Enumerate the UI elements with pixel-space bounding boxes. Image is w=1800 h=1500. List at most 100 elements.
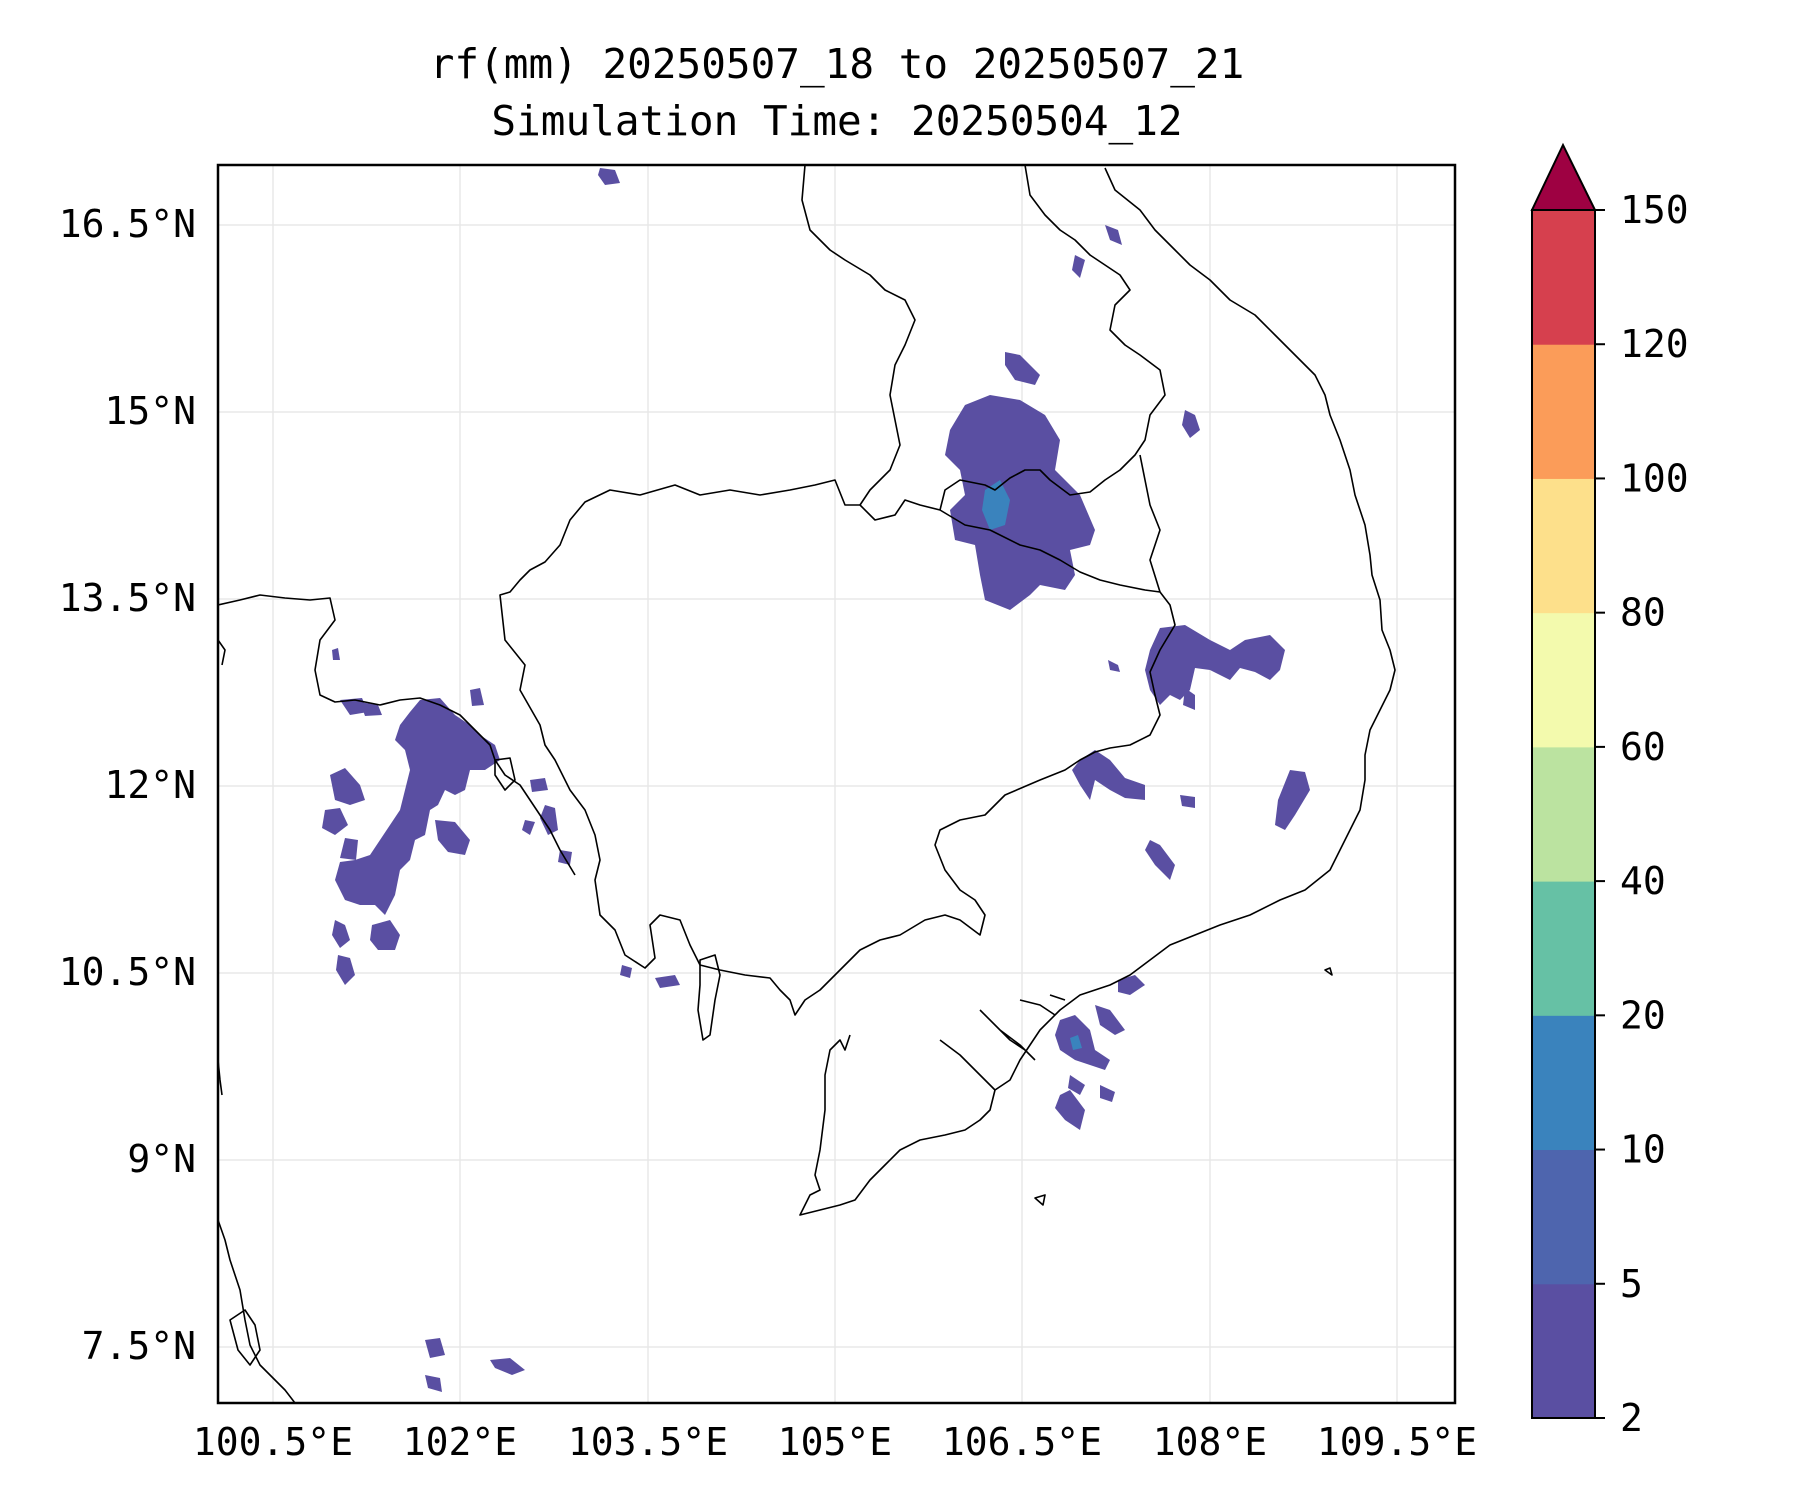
rain-area	[540, 805, 558, 835]
rain-area	[1072, 255, 1085, 278]
colorbar-segments	[1532, 210, 1595, 1419]
rain-area	[330, 768, 365, 805]
rain-area	[945, 395, 1095, 610]
lat-tick-label: 13.5°N	[59, 576, 196, 620]
colorbar-labels: 2 5 10 20 40 60 80 100 120 150	[1595, 188, 1689, 1440]
colorbar-segment	[1532, 1283, 1595, 1419]
rain-area	[1183, 688, 1195, 710]
colorbar-tick-label: 20	[1620, 993, 1666, 1037]
colorbar-tick-label: 2	[1620, 1396, 1643, 1440]
colorbar-segment	[1532, 746, 1595, 882]
colorbar-segment	[1532, 612, 1595, 748]
rain-area	[530, 778, 548, 792]
colorbar-segment	[1532, 210, 1595, 345]
border-laos-vietnam	[939, 165, 1166, 511]
lon-tick-label: 105°E	[778, 1420, 892, 1464]
rain-area	[336, 955, 355, 985]
rain-area	[1072, 750, 1145, 800]
title-line-1: rf(mm) 20250507_18 to 20250507_21	[430, 40, 1245, 88]
rain-area	[340, 838, 358, 860]
lat-tick-label: 15°N	[104, 389, 196, 433]
rain-area	[1145, 840, 1175, 880]
lon-tick-label: 100.5°E	[193, 1420, 353, 1464]
rainfall-contours	[322, 168, 1310, 1392]
border-laos-thailand	[801, 165, 916, 506]
colorbar-tick-label: 150	[1620, 188, 1689, 232]
colorbar-tick-label: 10	[1620, 1128, 1666, 1172]
rain-area	[332, 648, 340, 660]
colorbar-extend-arrow	[1530, 142, 1597, 211]
island	[494, 757, 516, 791]
island	[697, 954, 721, 1041]
rain-area	[370, 920, 400, 950]
mekong-delta	[939, 994, 1066, 1091]
island	[229, 1309, 261, 1366]
rain-area-moderate	[982, 480, 1010, 530]
colorbar-segment	[1532, 1149, 1595, 1285]
colorbar-tick-label: 80	[1620, 591, 1666, 635]
lat-tick-label: 16.5°N	[59, 202, 196, 246]
lon-tick-label: 102°E	[403, 1420, 517, 1464]
lat-tick-label: 10.5°N	[59, 950, 196, 994]
rain-area	[1145, 625, 1285, 705]
colorbar-segment	[1532, 1015, 1595, 1151]
colorbar-segment	[1532, 881, 1595, 1016]
lat-tick-label: 7.5°N	[82, 1324, 196, 1368]
colorbar-tick-label: 5	[1620, 1262, 1643, 1306]
coastline-peninsula	[218, 1219, 296, 1403]
rain-area	[1275, 770, 1310, 830]
colorbar-tick-label: 100	[1620, 456, 1689, 500]
colorbar-segment	[1532, 344, 1595, 479]
map-panel	[216, 163, 1457, 1405]
lon-tick-label: 106.5°E	[942, 1420, 1102, 1464]
rain-area	[425, 1338, 445, 1358]
colorbar-tick-label: 60	[1620, 725, 1666, 769]
rain-area	[425, 1375, 442, 1392]
border-vietnam-interior	[1139, 454, 1161, 593]
rain-area	[522, 820, 535, 835]
rain-area	[1068, 1075, 1085, 1095]
colorbar-tick-label: 40	[1620, 859, 1666, 903]
rain-area	[360, 702, 382, 716]
rain-area	[1100, 1085, 1115, 1102]
lat-tick-label: 9°N	[127, 1137, 196, 1181]
longitude-axis: 100.5°E 102°E 103.5°E 105°E 106.5°E 108°…	[193, 1420, 1477, 1464]
title-line-2: Simulation Time: 20250504_12	[491, 97, 1182, 145]
island	[1034, 1194, 1046, 1206]
rain-area	[470, 688, 484, 706]
map-frame	[216, 163, 1457, 1405]
lat-tick-label: 12°N	[104, 763, 196, 807]
rain-area	[1055, 1090, 1085, 1130]
colorbar-frame	[1531, 209, 1596, 1419]
coastline-thailand-east	[218, 594, 576, 876]
rain-area	[1108, 660, 1120, 672]
coastline-thailand-gulf	[218, 639, 226, 666]
colorbar-tick-label: 120	[1620, 322, 1689, 366]
colorbar: 2 5 10 20 40 60 80 100 120 150	[1530, 142, 1689, 1440]
rain-area	[655, 975, 680, 988]
lon-tick-label: 108°E	[1153, 1420, 1267, 1464]
rain-area	[435, 820, 470, 855]
rain-area	[1095, 1005, 1125, 1035]
rain-area	[490, 1358, 525, 1375]
rain-area	[1005, 352, 1040, 385]
island	[1324, 967, 1333, 976]
latitude-axis: 16.5°N 15°N 13.5°N 12°N 10.5°N 9°N 7.5°N	[59, 202, 196, 1368]
rain-area	[1182, 410, 1200, 438]
rain-area	[332, 920, 350, 948]
rain-area	[1105, 225, 1122, 245]
lon-tick-label: 103.5°E	[568, 1420, 728, 1464]
rain-area	[1055, 1015, 1110, 1070]
rain-area	[322, 808, 348, 835]
coastlines-borders	[218, 165, 1396, 1403]
map-background	[218, 165, 1455, 1403]
rain-area	[620, 965, 632, 978]
rain-area-moderate	[1070, 1035, 1082, 1050]
border-cambodia	[499, 479, 1176, 1016]
colorbar-segment	[1532, 478, 1595, 614]
coastline-vietnam	[799, 167, 1396, 1216]
rain-area	[598, 168, 620, 185]
lon-tick-label: 109.5°E	[1317, 1420, 1477, 1464]
rain-area	[1180, 795, 1195, 808]
